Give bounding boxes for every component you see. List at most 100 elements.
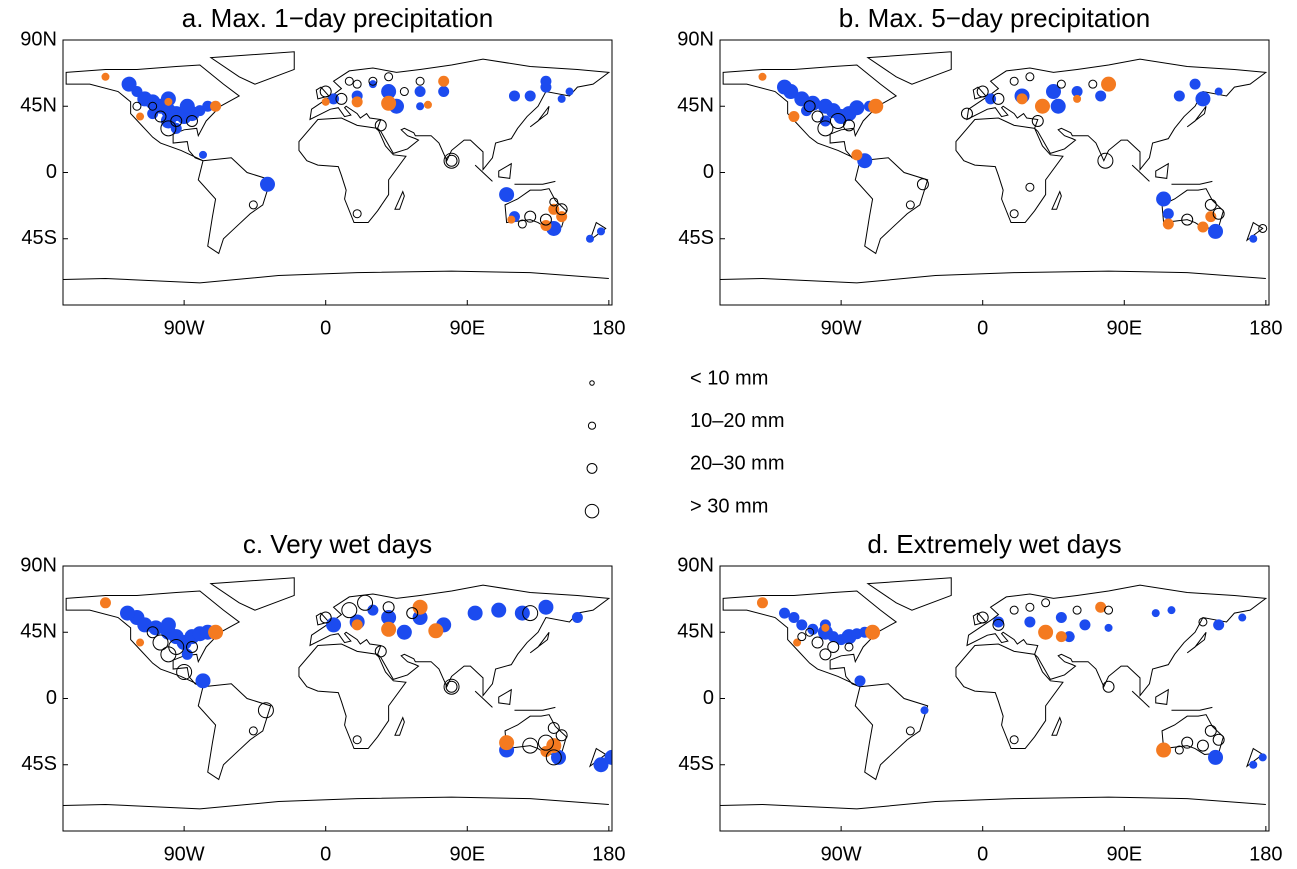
legend-label: < 10 mm bbox=[690, 367, 768, 389]
station-point bbox=[1073, 94, 1082, 103]
station-point bbox=[1056, 79, 1066, 89]
station-point bbox=[1095, 90, 1107, 102]
station-point bbox=[1104, 605, 1114, 615]
station-point bbox=[1181, 213, 1194, 226]
station-point bbox=[1167, 606, 1176, 615]
station-point bbox=[1173, 90, 1185, 102]
y-tick-label: 0 bbox=[703, 161, 714, 183]
station-point bbox=[443, 152, 460, 169]
panel-title: b. Max. 5−day precipitation bbox=[839, 3, 1150, 33]
station-point bbox=[1104, 623, 1113, 632]
station-point bbox=[326, 617, 342, 633]
station-point bbox=[797, 632, 807, 642]
station-point bbox=[821, 623, 830, 632]
station-point bbox=[499, 187, 515, 203]
station-point bbox=[549, 197, 559, 207]
y-tick-label: 45N bbox=[20, 95, 57, 117]
plot-frame bbox=[719, 565, 1270, 832]
station-point bbox=[179, 98, 195, 114]
station-point bbox=[499, 735, 515, 751]
station-point bbox=[992, 616, 1004, 628]
station-point bbox=[199, 150, 208, 159]
y-tick-label: 45S bbox=[21, 753, 57, 775]
station-point bbox=[1208, 749, 1224, 765]
station-point bbox=[1249, 234, 1258, 243]
map-panel: a. Max. 1−day precipitation 90W 0 90E 180 90N… bbox=[20, 3, 625, 339]
station-point bbox=[136, 638, 145, 647]
station-point bbox=[1016, 93, 1028, 105]
station-point bbox=[160, 617, 176, 633]
station-point bbox=[1151, 609, 1160, 618]
station-point bbox=[1045, 84, 1061, 100]
station-point bbox=[1238, 613, 1247, 622]
station-point bbox=[811, 636, 824, 649]
station-point bbox=[428, 623, 444, 639]
station-point bbox=[547, 721, 560, 734]
station-point bbox=[793, 638, 802, 647]
legend-symbol bbox=[589, 380, 595, 386]
station-point bbox=[851, 149, 863, 161]
station-point bbox=[776, 79, 792, 95]
station-point bbox=[1156, 191, 1172, 207]
station-point bbox=[1041, 598, 1051, 608]
y-tick-label: 0 bbox=[46, 161, 57, 183]
station-point bbox=[367, 604, 379, 616]
x-tick-label: 90E bbox=[449, 843, 485, 865]
station-point bbox=[539, 213, 552, 226]
station-point bbox=[522, 737, 539, 754]
map-panel: c. Very wet days 90W 0 90E 180 90N 45N 0 45S bbox=[20, 529, 625, 865]
station-point bbox=[101, 72, 110, 81]
station-point bbox=[248, 726, 258, 736]
x-tick-label: 90E bbox=[1106, 843, 1142, 865]
station-point bbox=[811, 110, 824, 123]
station-point bbox=[136, 112, 145, 121]
map-area bbox=[720, 50, 1268, 284]
station-point bbox=[1162, 208, 1174, 220]
x-tick-label: 0 bbox=[320, 317, 331, 339]
station-point bbox=[202, 100, 214, 112]
station-point bbox=[1009, 735, 1019, 745]
station-point bbox=[1025, 182, 1035, 192]
legend-symbol bbox=[587, 421, 597, 430]
station-point bbox=[916, 178, 929, 191]
station-point bbox=[1156, 742, 1172, 758]
station-point bbox=[257, 702, 274, 719]
station-point bbox=[352, 209, 362, 219]
station-point bbox=[438, 86, 450, 98]
station-point bbox=[960, 107, 973, 120]
station-point bbox=[384, 72, 394, 82]
x-tick-label: 90E bbox=[1106, 317, 1142, 339]
station-point bbox=[445, 680, 458, 693]
station-point bbox=[557, 94, 566, 103]
station-point bbox=[778, 607, 790, 619]
station-point bbox=[1198, 617, 1208, 627]
station-point bbox=[976, 85, 989, 98]
y-tick-label: 45S bbox=[678, 753, 714, 775]
station-point bbox=[555, 729, 568, 742]
station-point bbox=[185, 114, 198, 127]
station-point bbox=[321, 97, 330, 106]
station-point bbox=[319, 85, 332, 98]
station-point bbox=[817, 120, 834, 137]
station-point bbox=[1088, 79, 1098, 89]
y-tick-label: 90N bbox=[20, 554, 57, 576]
station-point bbox=[1031, 114, 1044, 127]
station-point bbox=[508, 90, 520, 102]
station-point bbox=[1213, 619, 1225, 631]
station-point bbox=[555, 203, 568, 216]
station-point bbox=[1097, 152, 1114, 169]
station-point bbox=[1181, 736, 1194, 749]
station-point bbox=[522, 605, 539, 622]
station-point bbox=[154, 110, 167, 123]
station-point bbox=[396, 624, 412, 640]
station-point bbox=[585, 234, 594, 243]
station-point bbox=[976, 611, 989, 624]
legend-label: 10–20 mm bbox=[690, 410, 785, 432]
station-point bbox=[1101, 76, 1117, 92]
x-tick-label: 180 bbox=[1249, 843, 1282, 865]
x-tick-label: 180 bbox=[592, 317, 625, 339]
station-point bbox=[1196, 739, 1209, 752]
station-point bbox=[803, 100, 816, 113]
station-point bbox=[208, 624, 224, 640]
